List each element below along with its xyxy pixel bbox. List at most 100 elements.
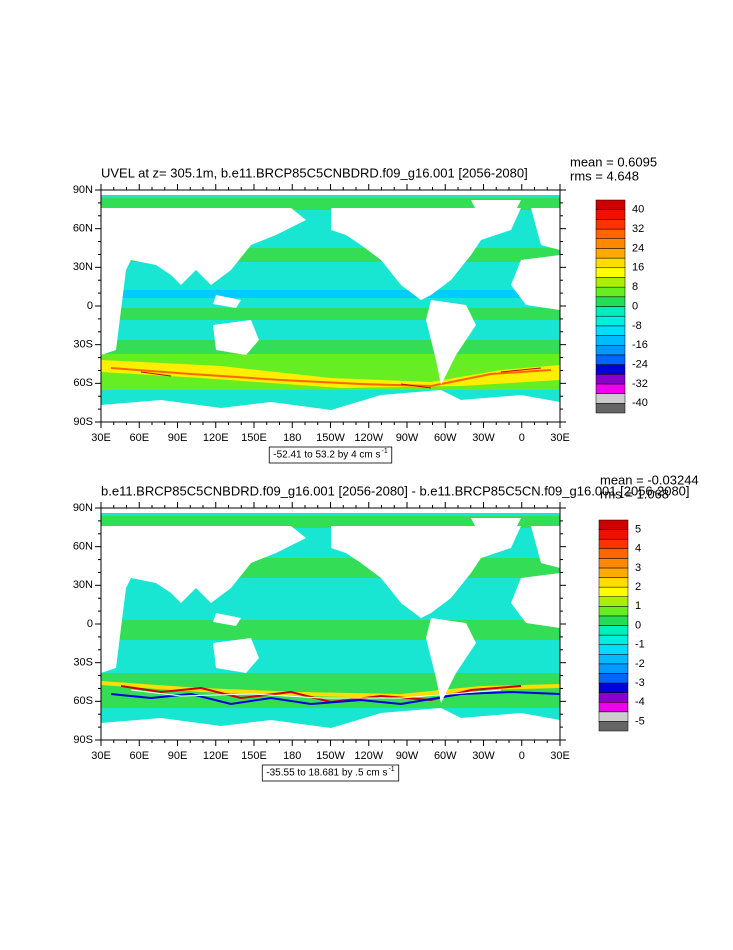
map-panel: b.e11.BRCP85C5CNBDRD.f09_g16.001 [2056-2… <box>73 472 699 782</box>
panel-title: b.e11.BRCP85C5CNBDRD.f09_g16.001 [2056-2… <box>101 483 690 498</box>
colorbar-box <box>595 219 626 230</box>
lat-label: 30N <box>73 579 93 591</box>
colorbar-box <box>595 403 626 414</box>
colorbar-box <box>595 238 626 249</box>
mean-stat: mean = 0.6095 <box>570 154 657 169</box>
mean-stat: mean = -0.03244 <box>600 472 699 487</box>
colorbar-label: -8 <box>632 320 642 332</box>
lon-label: 120W <box>354 432 383 444</box>
colorbar-box <box>598 644 629 655</box>
colorbar-box <box>598 634 629 645</box>
colorbar-label: -1 <box>635 639 645 651</box>
colorbar-box <box>595 209 626 220</box>
lon-label: 180 <box>283 750 301 762</box>
colorbar-box <box>598 721 629 732</box>
colorbar-box <box>598 529 629 540</box>
panel-title: UVEL at z= 305.1m, b.e11.BRCP85C5CNBDRD.… <box>101 165 528 180</box>
colorbar-label: -5 <box>635 715 645 727</box>
colorbar-box <box>595 306 626 317</box>
lat-label: 30S <box>73 339 93 351</box>
colorbar-label: -16 <box>632 339 648 351</box>
lat-label: 60S <box>73 695 93 707</box>
lon-label: 60W <box>434 432 457 444</box>
rms-stat: rms = 1.068 <box>600 486 669 501</box>
lon-label: 90W <box>396 750 419 762</box>
lon-label: 30W <box>472 750 495 762</box>
lon-label: 30E <box>91 750 111 762</box>
colorbar-box <box>595 296 626 307</box>
colorbar-box <box>595 325 626 336</box>
colorbar-box <box>598 673 629 684</box>
colorbar-label: 40 <box>632 204 644 216</box>
lon-label: 0 <box>519 750 525 762</box>
colorbar-label: 5 <box>635 523 641 535</box>
lat-label: 90S <box>73 416 93 428</box>
lat-label: 90S <box>73 734 93 746</box>
lon-label: 60E <box>129 432 149 444</box>
colorbar-box <box>595 315 626 327</box>
colorbar-label: 0 <box>632 300 638 312</box>
colorbar-box <box>598 577 629 588</box>
lon-label: 150E <box>241 750 267 762</box>
lon-label: 120E <box>203 432 229 444</box>
lon-label: 30E <box>550 432 570 444</box>
colorbar-label: -3 <box>635 677 645 689</box>
colorbar-box <box>595 267 626 278</box>
lon-label: 60W <box>434 750 457 762</box>
colorbar-box <box>595 393 626 404</box>
lon-label: 150W <box>316 750 345 762</box>
lon-label: 120E <box>203 750 229 762</box>
lat-label: 30S <box>73 657 93 669</box>
colorbar-box <box>595 344 626 356</box>
lat-label: 60N <box>73 541 93 553</box>
lon-label: 180 <box>283 432 301 444</box>
colorbar-label: 4 <box>635 543 641 555</box>
range-text: -52.41 to 53.2 by 4 cm s <box>273 450 380 461</box>
colorbar-label: -4 <box>635 696 645 708</box>
colorbar-label: 2 <box>635 581 641 593</box>
colorbar-box <box>598 625 629 636</box>
lat-label: 60N <box>73 223 93 235</box>
colorbar-box <box>598 711 629 722</box>
colorbar-box <box>595 374 626 385</box>
colorbar-box <box>595 383 626 394</box>
colorbar-label: -2 <box>635 658 645 670</box>
colorbar-box <box>595 277 626 288</box>
colorbar-box <box>598 682 629 693</box>
colorbar-box <box>598 567 629 578</box>
lon-label: 90E <box>168 432 188 444</box>
colorbar-box <box>598 519 629 530</box>
colorbar-label: 3 <box>635 562 641 574</box>
colorbar-label: 0 <box>635 619 641 631</box>
range-exponent: -1 <box>382 448 388 455</box>
colorbar-label: 24 <box>632 242 644 254</box>
range-exponent: -1 <box>388 766 394 773</box>
colorbar-box <box>595 354 626 365</box>
range-text: -35.55 to 18.681 by .5 cm s <box>266 768 387 779</box>
colorbar-box <box>595 228 626 239</box>
lon-label: 150W <box>316 432 345 444</box>
lon-label: 120W <box>354 750 383 762</box>
colorbar-box <box>595 199 626 210</box>
colorbar-label: -24 <box>632 358 648 370</box>
lon-label: 60E <box>129 750 149 762</box>
lat-label: 60S <box>73 377 93 389</box>
lon-label: 30W <box>472 432 495 444</box>
colorbar-box <box>598 701 629 713</box>
lon-label: 90E <box>168 750 188 762</box>
lon-label: 90W <box>396 432 419 444</box>
colorbar-box <box>595 335 626 346</box>
colorbar-box <box>595 257 626 269</box>
colorbar-box <box>595 364 626 375</box>
colorbar-box <box>598 538 629 550</box>
lon-label: 30E <box>550 750 570 762</box>
lat-label: 0 <box>87 300 93 312</box>
colorbar-box <box>598 692 629 703</box>
colorbar-label: -32 <box>632 378 648 390</box>
colorbar-box <box>595 286 626 298</box>
range-box <box>268 446 393 464</box>
lon-label: 0 <box>519 432 525 444</box>
lon-label: 30E <box>91 432 111 444</box>
colorbar-label: 16 <box>632 262 644 274</box>
